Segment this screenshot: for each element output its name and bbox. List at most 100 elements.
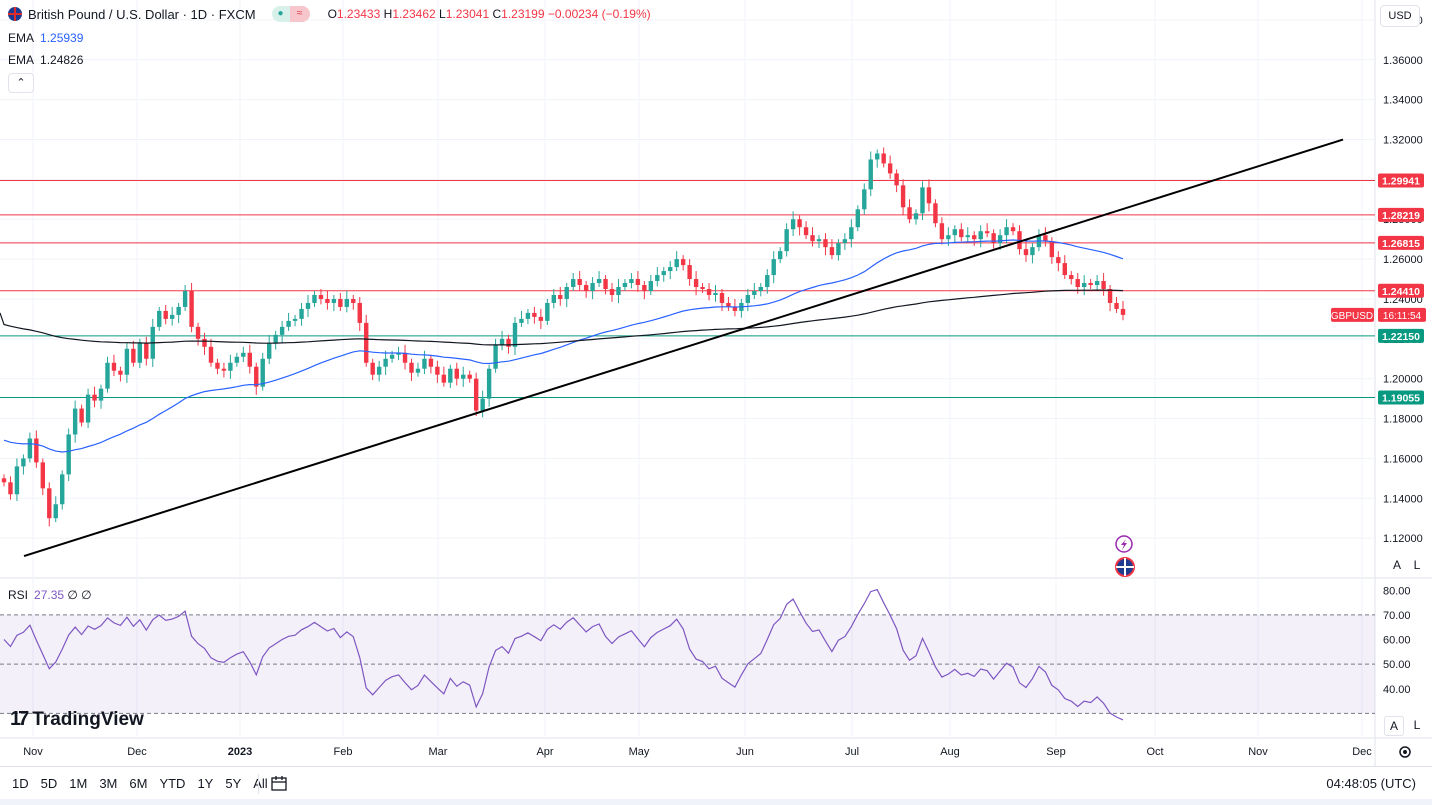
candle-body: [325, 298, 330, 303]
candle-body: [428, 358, 434, 367]
candle-body: [370, 362, 375, 375]
market-status[interactable]: ● ≈: [271, 6, 310, 22]
candle-body: [131, 348, 136, 363]
rsi-log-scale-button[interactable]: L: [1413, 718, 1421, 732]
candle-body: [254, 366, 259, 387]
level-badge: [1378, 283, 1424, 298]
candle-body: [1120, 308, 1126, 315]
rsi-line: [3, 588, 1124, 721]
range-all[interactable]: All: [253, 776, 268, 791]
candle-body: [260, 358, 265, 387]
range-1d[interactable]: 1D: [12, 776, 29, 791]
x-tick-label: Oct: [1146, 746, 1163, 758]
range-3m[interactable]: 3M: [99, 776, 118, 791]
candle-body: [551, 294, 556, 303]
range-6m[interactable]: 6M: [129, 776, 148, 791]
candle-body: [402, 352, 408, 363]
log-scale-button[interactable]: L: [1413, 558, 1421, 572]
candle-body: [318, 294, 324, 299]
rsi-legend[interactable]: RSI 27.35 ∅ ∅: [8, 588, 92, 602]
y-tick-label: 1.20000: [1383, 374, 1423, 386]
candle-body: [1081, 283, 1087, 288]
market-open-icon: ●: [271, 6, 290, 22]
candle-body: [441, 374, 447, 383]
lightning-glyph-icon: [1121, 539, 1127, 550]
auto-scale-button[interactable]: A: [1392, 558, 1401, 572]
candle-body: [881, 153, 886, 164]
x-tick-label: Apr: [536, 746, 553, 758]
candle-body: [8, 482, 13, 495]
toolbar-separator: [258, 774, 259, 794]
candle-body: [790, 219, 796, 230]
candle-body: [862, 189, 867, 210]
range-5d[interactable]: 5D: [40, 776, 58, 791]
currency-selector[interactable]: USD: [1380, 5, 1420, 27]
candle-body: [719, 292, 725, 303]
ohlc-values: O1.23433 H1.23462 L1.23041 C1.23199 −0.0…: [327, 7, 651, 21]
candle-body: [34, 438, 39, 463]
level-label: 1.28219: [1382, 210, 1420, 222]
candle-body: [661, 271, 666, 276]
x-tick-label: Sep: [1046, 746, 1066, 758]
candle-body: [1075, 279, 1080, 288]
candle-body: [900, 185, 906, 208]
candle-body: [176, 306, 181, 315]
x-tick-label: 2023: [228, 746, 252, 758]
candle-body: [85, 394, 91, 423]
ema-fast-line: [3, 239, 1124, 453]
candle-body: [959, 229, 964, 238]
candle-body: [603, 279, 608, 289]
candle-body: [376, 366, 382, 375]
candle-body: [784, 229, 789, 252]
candle-body: [461, 374, 466, 379]
collapse-legend-button[interactable]: ⌃: [8, 73, 34, 93]
settings-gear-icon[interactable]: [1397, 744, 1413, 760]
utc-clock[interactable]: 04:48:05 (UTC): [1326, 776, 1416, 791]
rsi-tick-label: 50.00: [1383, 659, 1411, 671]
candle-body: [1004, 227, 1009, 236]
candle-body: [1069, 275, 1074, 280]
candle-body: [642, 285, 647, 291]
x-tick-label: Jul: [845, 746, 859, 758]
candle-body: [849, 227, 854, 240]
candle-body: [933, 203, 938, 224]
symbol-legend: British Pound / U.S. Dollar · 1D · FXCM …: [8, 6, 651, 22]
candle-body: [946, 235, 951, 240]
candle-body: [169, 314, 175, 319]
candle-body: [27, 438, 33, 459]
candle-body: [480, 398, 485, 411]
range-5y[interactable]: 5Y: [225, 776, 242, 791]
candle-body: [163, 310, 168, 319]
ema-slow-line: [0, 289, 1124, 346]
range-ytd[interactable]: YTD: [159, 776, 186, 791]
candle-body: [1101, 281, 1106, 289]
candle-body: [473, 378, 479, 411]
range-1y[interactable]: 1Y: [197, 776, 214, 791]
x-tick-label: Dec: [1352, 746, 1372, 758]
symbol-title[interactable]: British Pound / U.S. Dollar · 1D · FXCM: [28, 6, 256, 22]
x-tick-label: Feb: [334, 746, 353, 758]
ema-slow-legend[interactable]: EMA 1.24826: [8, 53, 84, 67]
candle-body: [344, 298, 350, 307]
candle-body: [47, 488, 52, 519]
candle-body: [292, 318, 298, 321]
range-1m[interactable]: 1M: [69, 776, 88, 791]
candle-body: [14, 466, 20, 495]
x-tick-label: Dec: [127, 746, 147, 758]
candle-body: [247, 352, 252, 367]
x-tick-label: Jun: [736, 746, 754, 758]
calendar-goto-icon[interactable]: [270, 774, 288, 792]
ema-fast-value: 1.25939: [40, 31, 84, 45]
rsi-auto-scale-button[interactable]: A: [1384, 716, 1404, 736]
candle-body: [926, 187, 932, 204]
tv-logo-icon: 17: [10, 708, 29, 730]
ema-fast-legend[interactable]: EMA 1.25939: [8, 31, 84, 45]
tradingview-logo[interactable]: 17 TradingView: [10, 708, 144, 730]
candle-body: [228, 362, 233, 371]
candle-body: [467, 374, 472, 379]
candle-body: [616, 287, 621, 295]
candle-body: [195, 326, 201, 339]
rsi-tick-label: 70.00: [1383, 610, 1411, 622]
countdown-label: 16:11:54: [1383, 311, 1422, 322]
